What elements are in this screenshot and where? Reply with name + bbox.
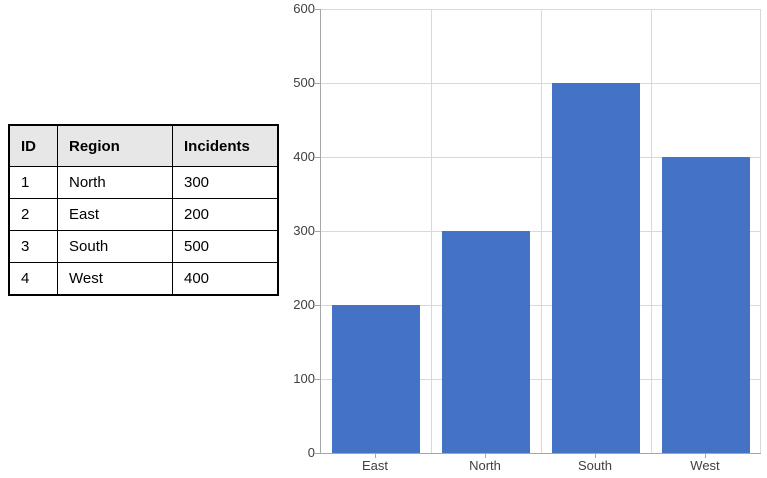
table-cell: East — [57, 198, 173, 231]
y-axis-tick-label: 500 — [293, 75, 315, 90]
y-axis-tick-label: 200 — [293, 297, 315, 312]
y-axis-tick-label: 0 — [307, 445, 315, 460]
bar-south — [552, 83, 640, 453]
gridline-vertical — [431, 9, 432, 453]
table-cell: 400 — [172, 262, 279, 296]
table-cell: 300 — [172, 166, 279, 199]
y-axis-tick-mark — [315, 157, 320, 158]
table-cell: 200 — [172, 198, 279, 231]
table-cell: West — [57, 262, 173, 296]
incidents-table: ID Region Incidents 1 North 300 2 East 200 3 So… — [8, 124, 279, 296]
x-axis-tick-mark — [485, 454, 486, 458]
table-cell: 500 — [172, 230, 279, 263]
y-axis-tick-mark — [315, 453, 320, 454]
bar-north — [442, 231, 530, 453]
x-axis-tick-mark — [375, 454, 376, 458]
table-cell: 2 — [8, 198, 58, 231]
gridline-vertical — [651, 9, 652, 453]
table-cell: North — [57, 166, 173, 199]
x-axis-category-label: North — [469, 458, 501, 473]
bar-east — [332, 305, 420, 453]
table-cell: 4 — [8, 262, 58, 296]
table-row: 4 West 400 — [8, 262, 279, 296]
y-axis-tick-mark — [315, 379, 320, 380]
y-axis-tick-mark — [315, 9, 320, 10]
table-row: 1 North 300 — [8, 166, 279, 199]
y-axis-tick-mark — [315, 83, 320, 84]
header-incidents: Incidents — [172, 124, 279, 167]
table-cell: South — [57, 230, 173, 263]
y-axis-tick-label: 400 — [293, 149, 315, 164]
table-header-row: ID Region Incidents — [8, 124, 279, 167]
table-row: 2 East 200 — [8, 198, 279, 231]
y-axis-tick-label: 100 — [293, 371, 315, 386]
x-axis-category-label: South — [578, 458, 612, 473]
table-cell: 1 — [8, 166, 58, 199]
bar-west — [662, 157, 750, 453]
x-axis-tick-mark — [595, 454, 596, 458]
table-cell: 3 — [8, 230, 58, 263]
chart-plot-area — [320, 9, 761, 454]
table-body: 1 North 300 2 East 200 3 South 500 4 West 400 — [8, 166, 279, 296]
bar-chart: 0 100 200 300 400 500 600 East North South West — [290, 0, 767, 478]
y-axis-tick-mark — [315, 231, 320, 232]
y-axis-tick-label: 300 — [293, 223, 315, 238]
x-axis-category-label: West — [690, 458, 720, 473]
x-axis-category-label: East — [361, 458, 388, 473]
header-id: ID — [8, 124, 58, 167]
gridline-vertical — [760, 9, 761, 453]
table-row: 3 South 500 — [8, 230, 279, 263]
y-axis-tick-label: 600 — [293, 1, 315, 16]
x-axis-tick-mark — [705, 454, 706, 458]
y-axis-tick-mark — [315, 305, 320, 306]
header-region: Region — [57, 124, 173, 167]
gridline-vertical — [541, 9, 542, 453]
